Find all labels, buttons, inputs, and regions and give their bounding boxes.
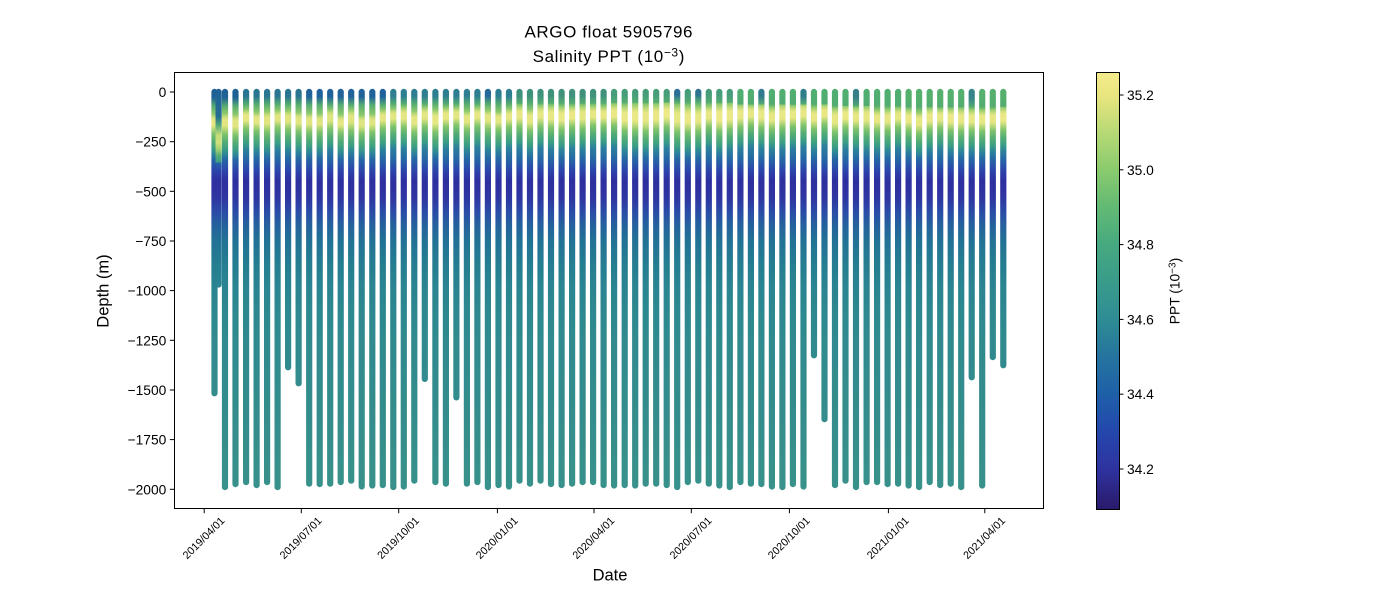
svg-text:34.6: 34.6 (1127, 312, 1154, 327)
svg-text:35.2: 35.2 (1127, 88, 1154, 103)
svg-text:34.2: 34.2 (1127, 462, 1154, 477)
svg-text:Depth (m): Depth (m) (95, 254, 113, 327)
svg-text:−2000: −2000 (128, 482, 167, 497)
svg-text:34.4: 34.4 (1127, 387, 1154, 402)
svg-text:0: 0 (159, 85, 167, 100)
svg-text:−500: −500 (135, 184, 166, 199)
svg-text:−750: −750 (135, 234, 166, 249)
svg-text:Salinity PPT (10−3): Salinity PPT (10−3) (533, 46, 685, 66)
svg-text:35.0: 35.0 (1127, 163, 1154, 178)
svg-text:−1250: −1250 (128, 333, 167, 348)
svg-text:Date: Date (593, 567, 628, 585)
svg-text:−1000: −1000 (128, 284, 167, 299)
svg-text:34.8: 34.8 (1127, 238, 1154, 253)
svg-text:ARGO float 5905796: ARGO float 5905796 (524, 23, 693, 42)
svg-text:PPT (10−3): PPT (10−3) (1168, 258, 1183, 324)
svg-text:−1750: −1750 (128, 433, 167, 448)
svg-text:−250: −250 (135, 135, 166, 150)
svg-text:−1500: −1500 (128, 383, 167, 398)
